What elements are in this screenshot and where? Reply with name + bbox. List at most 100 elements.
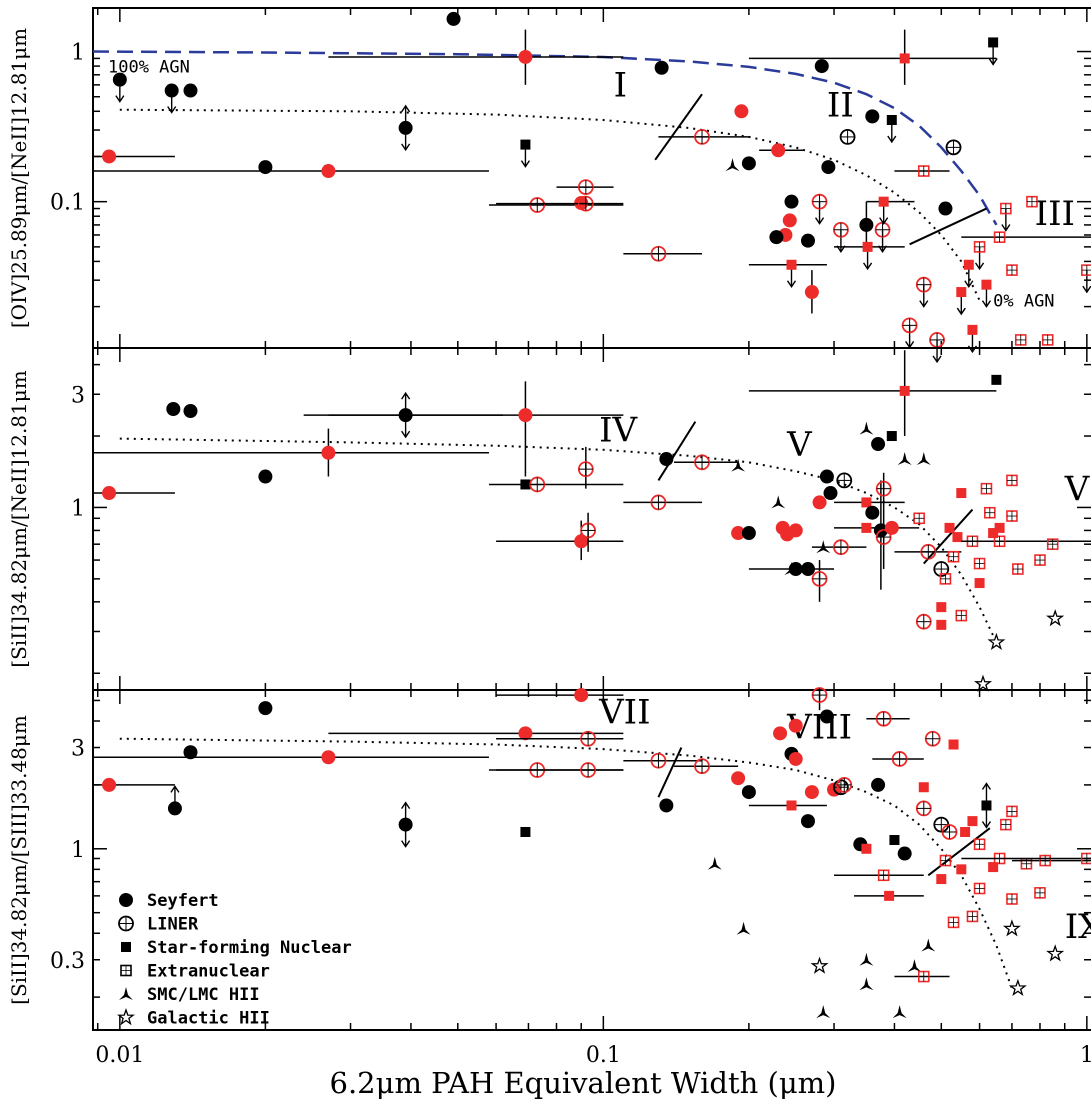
data-point [167,801,182,816]
data-point [786,800,797,811]
data-point [1034,554,1046,566]
data-point [877,869,890,882]
region-divider [657,421,697,481]
data-point [917,970,930,983]
data-point [865,505,880,520]
data-point [956,488,967,499]
data-point [921,938,936,952]
legend-marker [120,964,132,977]
data-point [861,497,872,508]
data-point [1008,978,1027,997]
data-point [916,452,931,466]
data-point [812,495,827,510]
data-point [804,785,819,800]
legend-item-filled-square: Star-forming Nuclear [121,938,352,958]
data-point [577,195,594,212]
region-label-IX: IX [1065,907,1091,947]
region-label-II: II [827,85,854,125]
data-point [899,53,910,64]
data-point [102,149,117,164]
data-point [788,562,803,577]
data-point [574,688,589,703]
data-point [650,245,667,262]
data-point [859,977,874,991]
legend-marker [118,915,134,932]
data-point [936,874,947,885]
data-point [991,374,1002,385]
data-point [771,495,786,509]
data-point [782,213,797,228]
data-point [973,838,986,851]
data-point [529,476,546,493]
data-point [446,11,461,26]
data-point [874,221,891,238]
data-point [889,835,900,846]
data-point [811,570,828,587]
data-point [773,726,788,741]
data-point [580,762,597,778]
plot-frame [92,347,1091,691]
data-point [836,776,853,793]
data-point [901,317,918,334]
data-point [659,798,674,813]
legend-label: Extranuclear [147,962,270,982]
data-point [980,482,993,495]
data-point [771,143,786,158]
region-divider [927,827,991,877]
data-point [321,445,336,460]
data-point [929,332,945,348]
data-point [861,522,872,533]
region-divider [654,93,703,161]
data-point [933,816,950,833]
data-point [804,285,819,300]
data-point [694,454,710,471]
data-point [321,164,336,179]
data-point [1039,854,1051,867]
data-point [948,739,959,750]
data-point [811,193,828,210]
y-tick-label: 0.3 [50,949,85,974]
data-point [981,279,992,290]
data-point [907,959,922,973]
data-point [886,114,897,125]
data-point [973,241,986,253]
y-axis-title: [OIV]25.89μm/[NeII]12.81μm [7,28,31,328]
data-point [915,800,932,817]
data-point [650,752,667,769]
data-point [741,526,756,541]
data-point [518,49,533,64]
data-point [321,750,336,765]
data-point [988,862,999,873]
data-point [884,520,899,535]
data-point [1012,563,1024,575]
data-point [875,529,892,545]
data-point [580,730,597,747]
data-point [952,532,963,543]
data-point [981,800,992,811]
data-point [899,385,910,396]
x-tick-label: 0.1 [586,1043,621,1068]
data-point [811,687,828,703]
legend-label: Star-forming Nuclear [147,938,352,958]
data-point [731,771,746,786]
data-point [956,287,967,298]
data-point [984,506,996,519]
data-point [947,550,960,563]
data-point [833,539,849,556]
data-point [769,230,784,245]
data-point [988,37,999,48]
data-point [183,83,198,98]
data-point [736,921,751,935]
data-point [810,956,829,974]
data-point [924,730,941,747]
data-point [875,480,892,497]
data-point [920,543,937,560]
region-label-VI: VI [1064,469,1091,509]
data-point [529,197,546,213]
data-point [865,109,880,124]
data-point [897,846,912,861]
data-point [788,751,803,766]
data-point [650,494,667,511]
data-point [933,561,950,577]
